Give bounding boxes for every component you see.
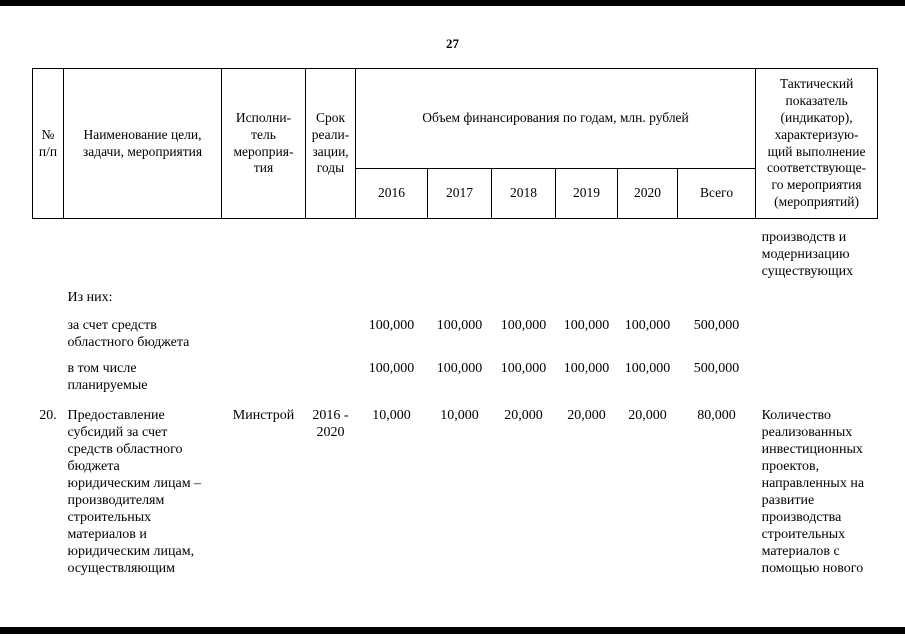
header-col-num: № п/п [32, 68, 64, 219]
cell-num [33, 351, 64, 394]
funding-table: № п/п Наименование цели, задачи, меропри… [32, 68, 879, 578]
cell-num [33, 306, 64, 351]
cell-2016: 100,000 [368, 361, 415, 376]
header-year-2016: 2016 [355, 168, 428, 219]
cell-2020: 100,000 [624, 361, 671, 376]
header-col-name: Наименование цели, задачи, мероприятия [63, 68, 222, 219]
header-year-2017: 2017 [427, 168, 492, 219]
cell-name: в том числе планируемые [67, 361, 148, 393]
cell-2016 [356, 219, 428, 281]
cell-2016: 10,000 [372, 408, 411, 423]
page-number: 27 [446, 36, 459, 51]
cell-2019 [556, 280, 618, 306]
cell-2017 [428, 280, 492, 306]
cell-total [678, 219, 756, 281]
cell-2017: 100,000 [436, 318, 483, 333]
page-border-top [0, 0, 905, 6]
cell-executor [222, 306, 306, 351]
cell-term [306, 219, 356, 281]
cell-executor [222, 351, 306, 394]
cell-num: 20. [39, 408, 57, 423]
cell-2017: 10,000 [440, 408, 479, 423]
cell-executor [222, 280, 306, 306]
cell-2018: 100,000 [500, 361, 547, 376]
cell-term [306, 306, 356, 351]
cell-num [33, 219, 64, 281]
cell-2018 [492, 219, 556, 281]
cell-num [33, 280, 64, 306]
header-row-2: 2016 2017 2018 2019 2020 Всего [33, 168, 878, 219]
cell-2018: 20,000 [504, 408, 543, 423]
cell-indicator: производств и модернизацию существующих [761, 230, 854, 279]
cell-2020 [618, 219, 678, 281]
table-row: 20. Предоставление субсидий за счет сред… [33, 394, 878, 577]
header-year-2018: 2018 [491, 168, 556, 219]
table-row: Из них: [33, 280, 878, 306]
cell-indicator [756, 306, 878, 351]
header-col-indicator: Тактический показатель (индикатор), хара… [755, 68, 879, 219]
header-year-total: Всего [676, 168, 757, 219]
cell-term [306, 351, 356, 394]
cell-executor [222, 219, 306, 281]
table-body: производств и модернизацию существующих … [33, 219, 878, 578]
cell-2019 [556, 219, 618, 281]
cell-2017 [428, 219, 492, 281]
header-col-term: Срок реали- зации, годы [305, 68, 356, 219]
table-header: № п/п Наименование цели, задачи, меропри… [32, 68, 879, 219]
table-row: за счет средств областного бюджета 100,0… [33, 306, 878, 351]
cell-term [306, 280, 356, 306]
cell-2016: 100,000 [368, 318, 415, 333]
header-year-2019: 2019 [555, 168, 618, 219]
header-col-executor: Исполни- тель мероприя- тия [221, 68, 306, 219]
cell-executor: Минстрой [232, 408, 295, 423]
cell-2016 [356, 280, 428, 306]
cell-term: 2016 - 2020 [312, 408, 349, 440]
cell-2019: 100,000 [563, 318, 610, 333]
cell-total: 80,000 [697, 408, 736, 423]
cell-total: 500,000 [693, 361, 740, 376]
cell-2020 [618, 280, 678, 306]
cell-total: 500,000 [693, 318, 740, 333]
cell-2018: 100,000 [500, 318, 547, 333]
header-col-funding: Объем финансирования по годам, млн. рубл… [354, 68, 757, 169]
header-year-2020: 2020 [617, 168, 678, 219]
page-border-bottom [0, 627, 905, 634]
cell-name [64, 219, 222, 281]
cell-total [678, 280, 756, 306]
cell-indicator [756, 280, 878, 306]
cell-name: за счет средств областного бюджета [67, 318, 190, 350]
cell-2017: 100,000 [436, 361, 483, 376]
cell-name: Из них: [67, 290, 113, 305]
cell-name: Предоставление субсидий за счет средств … [67, 408, 202, 576]
table-row: производств и модернизацию существующих [33, 219, 878, 281]
cell-2020: 20,000 [628, 408, 667, 423]
table-row: в том числе планируемые 100,000 100,000 … [33, 351, 878, 394]
cell-2018 [492, 280, 556, 306]
cell-2019: 100,000 [563, 361, 610, 376]
cell-2019: 20,000 [567, 408, 606, 423]
cell-indicator: Количество реализованных инвестиционных … [761, 408, 865, 576]
cell-indicator [756, 351, 878, 394]
cell-2020: 100,000 [624, 318, 671, 333]
header-row-1: № п/п Наименование цели, задачи, меропри… [32, 68, 879, 219]
